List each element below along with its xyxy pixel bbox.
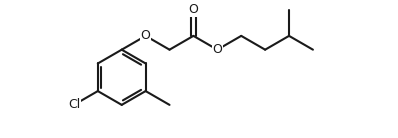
Text: O: O bbox=[189, 3, 198, 16]
Text: Cl: Cl bbox=[68, 98, 80, 111]
Text: O: O bbox=[140, 29, 150, 42]
Text: O: O bbox=[213, 43, 222, 56]
